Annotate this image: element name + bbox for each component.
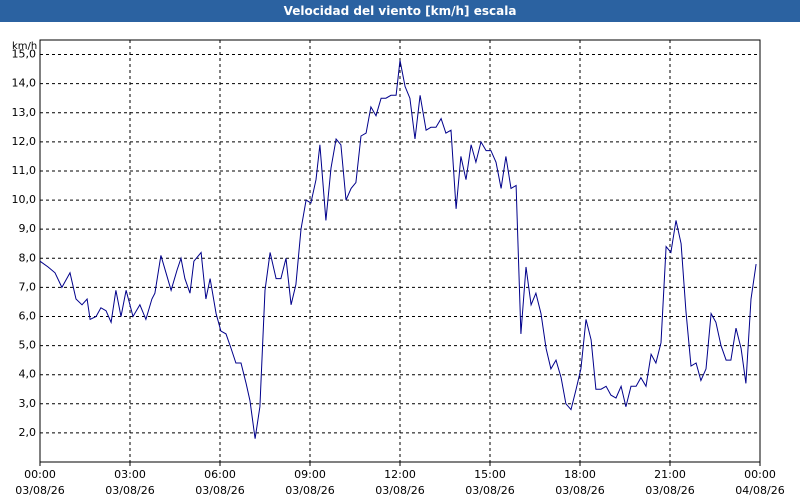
y-tick-label: 15,0 xyxy=(12,48,37,61)
x-tick-date: 03/08/26 xyxy=(285,484,334,497)
x-tick-label: 12:00 xyxy=(384,468,416,481)
x-tick-date: 03/08/26 xyxy=(15,484,64,497)
x-tick-label: 18:00 xyxy=(564,468,596,481)
x-tick-label: 06:00 xyxy=(204,468,236,481)
x-tick-date: 03/08/26 xyxy=(645,484,694,497)
y-tick-label: 10,0 xyxy=(12,193,37,206)
x-tick-date: 04/08/26 xyxy=(735,484,784,497)
plot-border xyxy=(39,39,761,463)
y-tick-label: 12,0 xyxy=(12,135,37,148)
x-tick-date: 03/08/26 xyxy=(195,484,244,497)
y-axis-label: km/h xyxy=(12,41,37,52)
y-tick-label: 5,0 xyxy=(19,339,37,352)
y-tick-label: 8,0 xyxy=(19,251,37,264)
y-tick-label: 4,0 xyxy=(19,368,37,381)
x-tick-date: 03/08/26 xyxy=(105,484,154,497)
x-tick-date: 03/08/26 xyxy=(375,484,424,497)
y-tick-label: 6,0 xyxy=(19,309,37,322)
x-tick-label: 00:00 xyxy=(744,468,776,481)
x-tick-label: 15:00 xyxy=(474,468,506,481)
x-tick-label: 21:00 xyxy=(654,468,686,481)
x-tick-label: 00:00 xyxy=(24,468,56,481)
line-series xyxy=(39,60,757,439)
x-tick-date: 03/08/26 xyxy=(465,484,514,497)
y-tick-label: 2,0 xyxy=(19,426,37,439)
x-tick-label: 03:00 xyxy=(114,468,146,481)
x-tick-date: 03/08/26 xyxy=(555,484,604,497)
x-tick-label: 09:00 xyxy=(294,468,326,481)
title-bar: Velocidad del viento [km/h] escala xyxy=(0,0,800,22)
y-tick-label: 11,0 xyxy=(12,164,37,177)
y-tick-label: 9,0 xyxy=(19,222,37,235)
y-tick-label: 7,0 xyxy=(19,280,37,293)
y-tick-label: 14,0 xyxy=(12,77,37,90)
y-tick-label: 13,0 xyxy=(12,106,37,119)
y-tick-label: 3,0 xyxy=(19,397,37,410)
